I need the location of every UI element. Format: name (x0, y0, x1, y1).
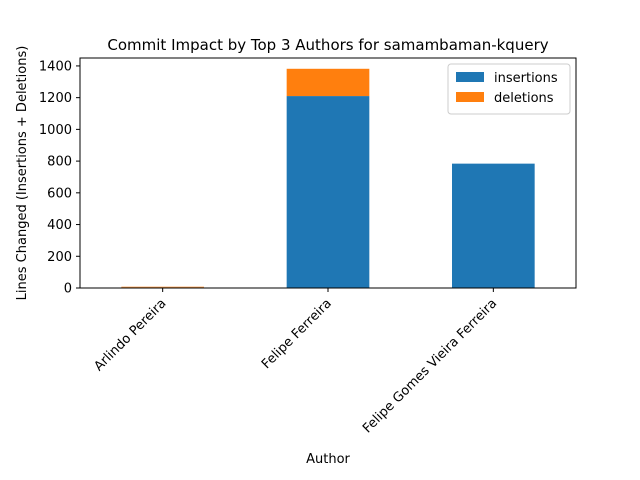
legend: insertions deletions (447, 63, 571, 115)
legend-label-insertions: insertions (494, 71, 558, 86)
legend-swatch-insertions (456, 72, 484, 82)
x-tick-label: Arlindo Pereira (91, 296, 169, 374)
y-axis-label: Lines Changed (Insertions + Deletions) (15, 46, 30, 301)
bar-deletions-1 (286, 68, 370, 97)
x-axis-ticks: Arlindo Pereira Felipe Ferreira Felipe Gom… (91, 288, 500, 436)
x-axis-label: Author (306, 452, 350, 467)
chart-title: Commit Impact by Top 3 Authors for samam… (107, 36, 548, 54)
y-tick-label: 0 (64, 282, 72, 297)
y-tick-label: 800 (47, 155, 72, 170)
y-tick-label: 1400 (39, 59, 72, 74)
bars-layer (121, 68, 535, 288)
y-axis-ticks: 0 200 400 600 800 1000 1200 1400 (39, 59, 80, 297)
legend-swatch-deletions (456, 92, 484, 102)
y-tick-label: 1000 (39, 123, 72, 138)
y-tick-label: 600 (47, 186, 72, 201)
y-tick-label: 400 (47, 218, 72, 233)
x-tick-label: Felipe Ferreira (259, 296, 335, 372)
y-tick-label: 200 (47, 250, 72, 265)
y-tick-label: 1200 (39, 91, 72, 106)
x-tick-label: Felipe Gomes Vieira Ferreira (360, 296, 500, 436)
legend-label-deletions: deletions (494, 91, 554, 106)
plot-frame (79, 57, 577, 289)
bar-deletions-0 (121, 286, 204, 288)
bar-insertions-1 (286, 96, 370, 288)
bar-insertions-2 (452, 163, 535, 288)
